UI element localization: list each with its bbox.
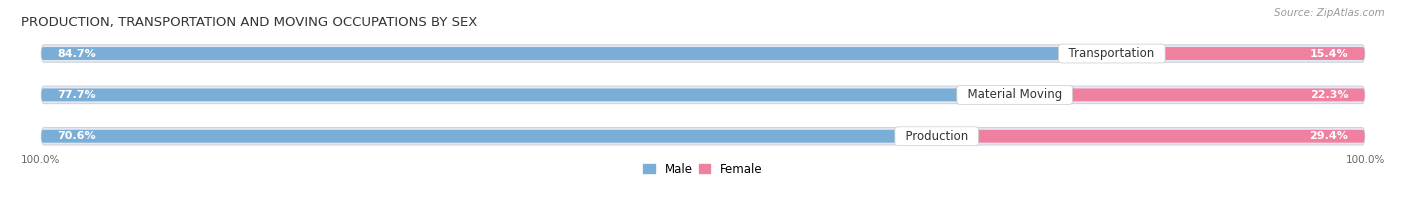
Text: 29.4%: 29.4% <box>1309 131 1348 141</box>
Text: 22.3%: 22.3% <box>1310 90 1348 100</box>
Text: PRODUCTION, TRANSPORTATION AND MOVING OCCUPATIONS BY SEX: PRODUCTION, TRANSPORTATION AND MOVING OC… <box>21 16 477 29</box>
Text: Production: Production <box>898 130 976 143</box>
FancyBboxPatch shape <box>41 45 1365 62</box>
Text: 84.7%: 84.7% <box>58 48 97 59</box>
Text: 77.7%: 77.7% <box>58 90 97 100</box>
Text: 15.4%: 15.4% <box>1309 48 1348 59</box>
Text: 100.0%: 100.0% <box>21 155 60 165</box>
FancyBboxPatch shape <box>41 127 1365 145</box>
Text: Transportation: Transportation <box>1062 47 1163 60</box>
FancyBboxPatch shape <box>1161 47 1365 60</box>
FancyBboxPatch shape <box>41 130 976 143</box>
FancyBboxPatch shape <box>976 130 1365 143</box>
Text: Material Moving: Material Moving <box>960 88 1070 101</box>
FancyBboxPatch shape <box>41 86 1365 104</box>
Text: Source: ZipAtlas.com: Source: ZipAtlas.com <box>1274 8 1385 18</box>
FancyBboxPatch shape <box>1070 88 1365 101</box>
Legend: Male, Female: Male, Female <box>638 158 768 180</box>
FancyBboxPatch shape <box>41 88 1070 101</box>
Text: 100.0%: 100.0% <box>1346 155 1385 165</box>
Text: 70.6%: 70.6% <box>58 131 97 141</box>
FancyBboxPatch shape <box>41 47 1163 60</box>
